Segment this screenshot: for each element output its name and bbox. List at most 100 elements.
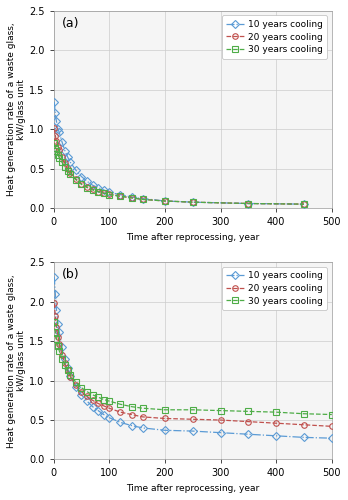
10 years cooling [96,408,100,414]
30 years cooling [65,368,70,374]
10 years cooling [60,139,64,145]
30 years cooling [191,199,195,205]
10 years cooling [85,398,89,404]
30 years cooling [52,320,56,326]
30 years cooling [219,408,223,414]
20 years cooling [96,400,100,406]
20 years cooling [96,188,100,194]
Legend: 10 years cooling, 20 years cooling, 30 years cooling: 10 years cooling, 20 years cooling, 30 y… [222,16,327,58]
30 years cooling [129,404,134,409]
30 years cooling [54,148,58,154]
20 years cooling [246,418,251,424]
10 years cooling [53,110,57,116]
10 years cooling [79,392,84,398]
30 years cooling [74,176,78,182]
20 years cooling [53,132,57,138]
20 years cooling [54,324,58,330]
30 years cooling [118,402,122,407]
20 years cooling [57,340,61,346]
10 years cooling [96,184,100,190]
20 years cooling [52,126,56,132]
10 years cooling [246,431,251,437]
10 years cooling [118,420,122,426]
Line: 30 years cooling: 30 years cooling [52,140,307,207]
X-axis label: Time after reprocessing, year: Time after reprocessing, year [126,232,259,241]
20 years cooling [163,416,167,422]
30 years cooling [63,164,67,170]
20 years cooling [60,154,64,160]
20 years cooling [219,417,223,423]
20 years cooling [330,424,334,430]
30 years cooling [68,171,72,177]
10 years cooling [90,404,95,409]
30 years cooling [141,405,145,411]
10 years cooling [56,126,60,132]
20 years cooling [53,313,57,319]
30 years cooling [90,392,95,398]
30 years cooling [246,408,251,414]
30 years cooling [246,200,251,206]
Text: (a): (a) [62,17,79,30]
Line: 10 years cooling: 10 years cooling [52,274,334,441]
10 years cooling [79,174,84,180]
Y-axis label: Heat generation rate of a waste glass,
kW/glass unit: Heat generation rate of a waste glass, k… [7,274,26,448]
30 years cooling [163,198,167,204]
30 years cooling [52,140,56,146]
10 years cooling [85,178,89,184]
30 years cooling [65,168,70,174]
10 years cooling [118,192,122,198]
20 years cooling [63,360,67,366]
20 years cooling [191,199,195,205]
30 years cooling [85,388,89,394]
10 years cooling [129,194,134,200]
20 years cooling [102,190,106,196]
30 years cooling [85,184,89,190]
30 years cooling [57,154,61,160]
Line: 20 years cooling: 20 years cooling [52,126,307,207]
20 years cooling [191,416,195,422]
20 years cooling [274,420,278,426]
Text: (b): (b) [62,268,80,281]
10 years cooling [63,356,67,362]
Legend: 10 years cooling, 20 years cooling, 30 years cooling: 10 years cooling, 20 years cooling, 30 y… [222,267,327,310]
10 years cooling [74,384,78,390]
10 years cooling [65,154,70,160]
20 years cooling [118,409,122,415]
20 years cooling [141,196,145,202]
30 years cooling [90,187,95,193]
10 years cooling [107,414,111,420]
30 years cooling [56,343,60,349]
10 years cooling [274,433,278,439]
20 years cooling [163,198,167,204]
10 years cooling [60,344,64,350]
Line: 30 years cooling: 30 years cooling [52,320,334,418]
10 years cooling [102,412,106,418]
30 years cooling [57,348,61,354]
20 years cooling [107,191,111,197]
30 years cooling [330,412,334,418]
10 years cooling [52,274,56,280]
30 years cooling [53,145,57,151]
20 years cooling [302,201,306,207]
Line: 20 years cooling: 20 years cooling [52,300,334,429]
30 years cooling [60,356,64,362]
30 years cooling [79,384,84,390]
30 years cooling [96,394,100,400]
Line: 10 years cooling: 10 years cooling [52,99,307,207]
20 years cooling [129,195,134,201]
20 years cooling [54,138,58,144]
30 years cooling [107,398,111,404]
10 years cooling [68,160,72,166]
30 years cooling [53,328,57,334]
30 years cooling [54,336,58,342]
10 years cooling [302,434,306,440]
10 years cooling [219,430,223,436]
20 years cooling [68,374,72,380]
20 years cooling [60,352,64,358]
30 years cooling [302,201,306,207]
20 years cooling [63,160,67,166]
30 years cooling [107,192,111,198]
20 years cooling [107,405,111,411]
30 years cooling [68,372,72,378]
20 years cooling [65,166,70,172]
